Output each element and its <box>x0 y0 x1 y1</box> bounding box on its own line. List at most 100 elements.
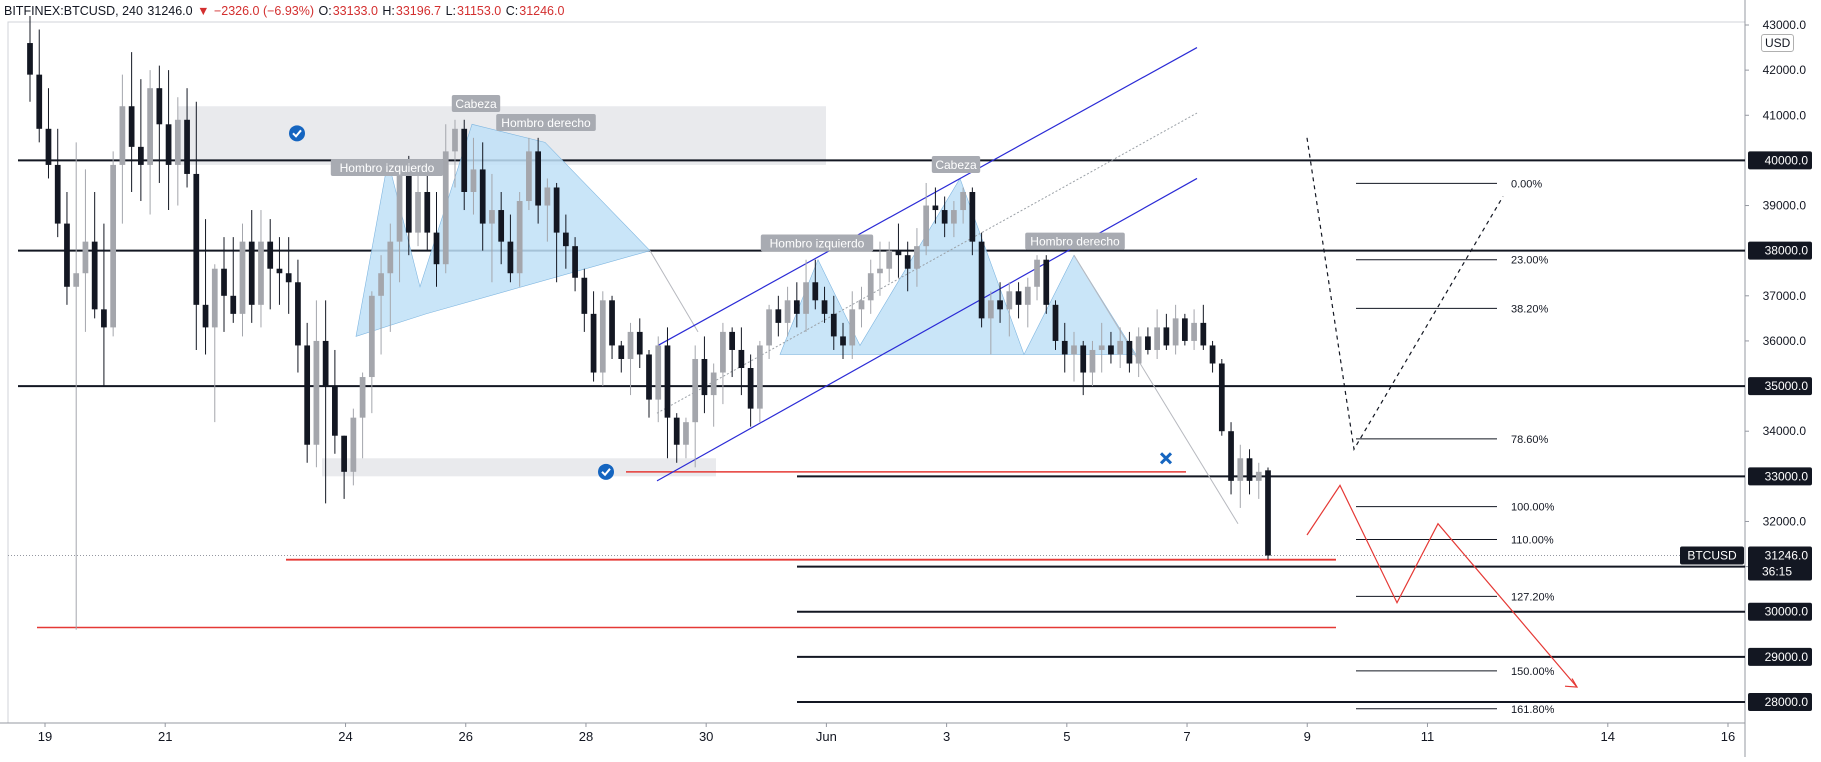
candle <box>276 237 283 305</box>
candle-body <box>516 201 523 274</box>
candle-body <box>960 191 966 211</box>
candle-body <box>295 282 301 346</box>
candle <box>184 88 190 188</box>
candle <box>775 295 782 337</box>
candle <box>821 286 828 323</box>
candle <box>1228 422 1234 495</box>
candle <box>295 259 301 373</box>
candle-body <box>821 300 828 314</box>
candle-body <box>1246 458 1253 481</box>
close-value: 31246.0 <box>519 4 565 18</box>
candle-body <box>710 372 717 396</box>
candle <box>156 65 163 183</box>
candle <box>73 142 80 630</box>
pattern2-right-shoulder-label-bg <box>1025 232 1125 250</box>
candle-body <box>1209 345 1216 364</box>
candle-body <box>156 88 163 125</box>
candle-body <box>581 277 588 314</box>
candle <box>433 191 440 287</box>
candle-body <box>221 268 227 296</box>
candle <box>1218 358 1225 436</box>
last-price-tag <box>1748 546 1812 581</box>
candle-body <box>692 358 699 423</box>
level-price-tag-text: 28000.0 <box>1765 695 1809 709</box>
candle <box>1080 340 1087 396</box>
candle <box>978 232 985 328</box>
candle <box>951 201 957 238</box>
time-tick-label: 19 <box>38 729 52 744</box>
time-tick-label: 26 <box>459 729 473 744</box>
candle-body <box>636 331 643 355</box>
candle-body <box>775 309 782 323</box>
candle-body <box>276 268 283 274</box>
candle <box>387 223 394 332</box>
candle-body <box>609 300 615 346</box>
fib-level-label: 38.20% <box>1511 303 1549 315</box>
candle-body <box>507 241 514 274</box>
candle <box>1061 322 1068 373</box>
channel-lower-line <box>656 177 1198 482</box>
candle-body <box>599 300 606 373</box>
candle-body <box>840 336 846 346</box>
candle <box>1024 277 1031 328</box>
candle-body <box>202 304 209 328</box>
candle <box>544 178 551 242</box>
candle-body <box>867 273 874 301</box>
fib-level-label: 78.60% <box>1511 434 1549 446</box>
candle <box>1117 327 1124 369</box>
candle-body <box>987 300 994 319</box>
candle <box>452 119 458 188</box>
time-tick-label: 28 <box>579 729 593 744</box>
candle-body <box>720 331 726 373</box>
candle <box>664 327 671 459</box>
candle-body <box>1071 345 1077 355</box>
candle-body <box>562 232 569 247</box>
candle-body <box>387 241 394 274</box>
candle-body <box>405 173 412 233</box>
pattern2-left-shoulder-label-text: Hombro izquierdo <box>770 236 865 250</box>
time-tick-label: 5 <box>1063 729 1070 744</box>
symbol-label[interactable]: BITFINEX:BTCUSD, 240 <box>4 4 143 18</box>
candle-body <box>396 173 403 242</box>
candle-body <box>1200 322 1207 346</box>
candle-body <box>941 210 948 224</box>
open-label: O: <box>318 4 332 18</box>
candle-body <box>489 210 495 224</box>
candle <box>230 237 237 323</box>
symbol-tag <box>1680 546 1744 565</box>
candle-body <box>793 300 800 314</box>
candle-body <box>433 232 440 265</box>
candle-body <box>359 377 366 418</box>
time-tick-label: Jun <box>816 729 837 744</box>
open-value: 33133.0 <box>332 4 378 18</box>
candle-body <box>784 300 791 323</box>
candle-body <box>498 210 505 242</box>
candle <box>895 223 902 278</box>
candle-body <box>1218 363 1225 432</box>
candle <box>193 101 200 350</box>
candle <box>479 142 486 251</box>
candle <box>877 241 883 296</box>
pattern1-right-shoulder-label-text: Hombro derecho <box>501 116 591 130</box>
currency-unit-badge[interactable]: USD <box>1761 34 1795 52</box>
candle-body <box>258 241 264 305</box>
price-tick-label: 41000.0 <box>1763 108 1807 122</box>
candle <box>165 70 172 211</box>
change-value: −2326.0 (−6.93%) <box>213 4 315 18</box>
check-circle <box>289 125 305 142</box>
candle-body <box>73 273 80 287</box>
candle-body <box>1089 349 1096 373</box>
candle <box>378 255 384 355</box>
candle <box>747 354 754 427</box>
candle <box>1071 331 1077 382</box>
candle-body <box>978 241 985 319</box>
candle-body <box>470 169 477 192</box>
candle <box>119 74 126 224</box>
level-price-tag-text: 30000.0 <box>1765 605 1809 619</box>
candle <box>609 295 615 359</box>
candle <box>285 237 292 314</box>
low-label: L: <box>445 4 456 18</box>
candle <box>572 237 578 292</box>
